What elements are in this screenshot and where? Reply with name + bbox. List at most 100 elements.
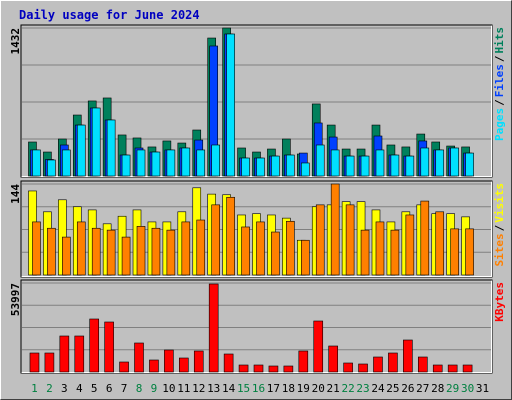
bar [390,154,400,177]
chart-title: Daily usage for June 2024 [19,8,200,22]
legend-entry: Visits [493,183,506,223]
bar [330,149,340,177]
bar [121,154,131,177]
x-tick-label: 23 [356,382,369,395]
bar [373,356,383,373]
x-tick-label: 1 [31,382,38,395]
bar [450,228,459,276]
bar [343,362,353,373]
panel-bevel [21,25,492,177]
bar [301,162,310,177]
x-tick-label: 28 [431,382,444,395]
bar [345,204,355,276]
bar [271,231,280,276]
bar [121,236,131,276]
legend-separator: / [493,55,506,62]
x-tick-label: 30 [461,382,474,395]
bar [286,154,295,177]
bar [465,152,474,177]
legend-entry: KBytes [493,282,506,322]
x-tick-label: 7 [121,382,128,395]
x-tick-label: 12 [192,382,205,395]
legend-entry: Pages [493,108,506,141]
x-tick-label: 10 [162,382,175,395]
bar [151,151,161,177]
legend: Pages/Files/Hits [493,27,506,141]
bar [44,352,55,373]
bar [59,335,70,373]
x-tick-label: 5 [91,382,98,395]
bar [241,226,250,276]
bar [241,157,250,177]
x-tick-label: 3 [61,382,68,395]
bar [435,211,445,276]
legend-separator: / [493,99,506,106]
legend: Sites /Visits [493,183,506,267]
bar [432,364,443,373]
bar [375,149,385,177]
bar [166,149,176,177]
bar [268,365,279,373]
bar [226,196,235,276]
bar [208,283,219,373]
legend-entry: Sites [493,233,506,266]
legend-entry: Files [493,64,506,97]
panel [20,279,493,374]
bar [32,149,41,177]
panel-bevel [21,280,492,373]
bar [193,350,204,373]
bar [328,345,338,373]
x-tick-label: 9 [151,382,158,395]
bar [256,157,265,177]
bar [447,364,458,373]
bar [181,147,191,177]
x-tick-label: 22 [341,382,354,395]
x-tick-label: 29 [446,382,459,395]
y-tick-label: 1432 [9,28,22,55]
bar [91,107,101,177]
bar [76,221,86,276]
bar [465,228,474,276]
bar [253,364,264,373]
x-tick-label: 2 [46,382,53,395]
bar [104,321,114,373]
x-tick-label: 15 [237,382,250,395]
x-tick-label: 4 [76,382,83,395]
bar [106,229,116,276]
x-tick-label: 27 [416,382,429,395]
bar [223,353,234,373]
x-tick-label: 17 [267,382,280,395]
bar [136,149,146,177]
panel-bevel [21,181,492,277]
x-tick-label: 20 [312,382,325,395]
x-tick-label: 8 [136,382,143,395]
bar [74,335,85,373]
bar [358,363,368,373]
bar [315,144,325,177]
bar [196,219,206,276]
bar [405,155,415,177]
bar [62,236,71,276]
bar [136,226,146,276]
y-tick-label: 53997 [9,283,22,316]
bar [301,239,310,276]
bar [76,124,86,177]
bar [271,155,280,177]
bar [134,342,144,373]
bar [435,149,445,177]
bar [330,183,340,276]
bar [315,204,325,276]
bar [238,364,249,373]
bar [417,356,428,373]
x-tick-label: 19 [297,382,310,395]
x-tick-label: 26 [401,382,414,395]
bar [388,352,398,373]
bar [211,204,220,276]
bar [196,149,206,177]
bar [360,229,370,276]
x-tick-label: 25 [386,382,399,395]
bar [211,144,220,177]
y-tick-label: 144 [9,184,22,204]
bar [164,349,174,373]
